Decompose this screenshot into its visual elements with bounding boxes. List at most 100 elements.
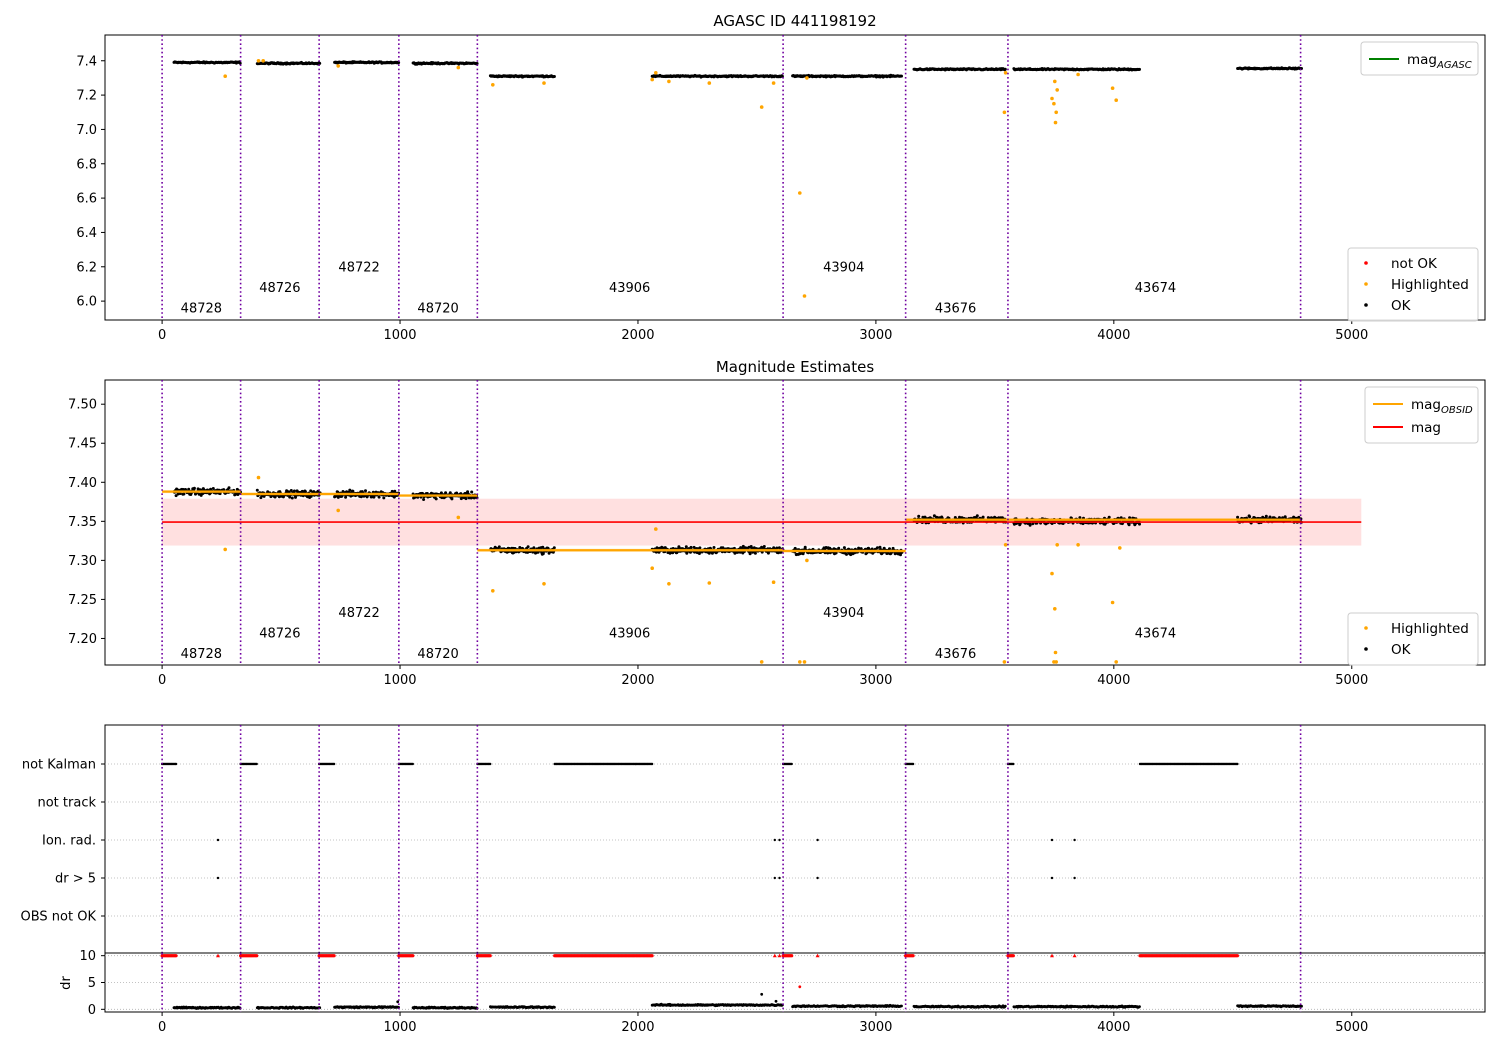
ok-point bbox=[775, 546, 779, 550]
flag-point bbox=[174, 762, 178, 766]
ok-point bbox=[470, 490, 474, 494]
highlighted-point bbox=[650, 77, 654, 82]
y-tick-label: 6.4 bbox=[76, 226, 97, 241]
highlighted-point bbox=[1003, 543, 1008, 547]
ok-point bbox=[712, 546, 716, 549]
highlighted-point bbox=[1050, 96, 1054, 101]
axes-frame bbox=[104, 724, 1486, 954]
highlighted-point bbox=[1053, 607, 1057, 611]
ok-point bbox=[439, 491, 443, 495]
flag-point bbox=[816, 838, 819, 842]
highlighted-point bbox=[491, 589, 495, 593]
ok-point bbox=[222, 488, 226, 492]
ok-point bbox=[677, 545, 681, 549]
dr-point bbox=[900, 1004, 903, 1008]
obsid-label: 48722 bbox=[338, 606, 379, 621]
highlighted-point bbox=[650, 566, 654, 570]
highlighted-point bbox=[654, 71, 658, 75]
category-label: OBS not OK bbox=[21, 910, 97, 925]
obsid-label: 43676 bbox=[935, 647, 976, 662]
ok-point bbox=[975, 514, 979, 518]
legend-label: not OK bbox=[1391, 256, 1438, 272]
flag-point bbox=[778, 838, 781, 842]
ok-point bbox=[518, 546, 522, 549]
ok-point bbox=[541, 552, 545, 556]
ok-point bbox=[552, 546, 556, 550]
ok-point bbox=[1078, 516, 1082, 520]
obsid-label: 48726 bbox=[259, 626, 300, 641]
legend-dot-swatch bbox=[1364, 626, 1368, 630]
highlighted-point bbox=[456, 515, 461, 520]
ok-point bbox=[900, 74, 903, 78]
ok-point bbox=[753, 551, 757, 555]
ok-point bbox=[372, 495, 376, 499]
legend-dot-swatch bbox=[1364, 303, 1368, 307]
dr-flagged-point bbox=[332, 954, 336, 958]
obsid-label: 48722 bbox=[338, 260, 379, 275]
flag-point bbox=[489, 762, 492, 766]
highlighted-point bbox=[1052, 101, 1056, 106]
legend-label: Highlighted bbox=[1391, 277, 1469, 293]
ok-point bbox=[1107, 515, 1111, 519]
legend-box bbox=[1364, 386, 1479, 444]
ok-point bbox=[981, 515, 985, 519]
highlighted-point bbox=[256, 475, 261, 480]
dr-flagged-point bbox=[488, 954, 492, 958]
x-tick-label: 1000 bbox=[383, 1020, 416, 1035]
ok-point bbox=[382, 496, 386, 500]
chart-title: Magnitude Estimates bbox=[716, 358, 874, 376]
highlighted-point bbox=[759, 660, 764, 664]
highlighted-point bbox=[1003, 71, 1008, 75]
legend-label-subscript: OBSID bbox=[1441, 405, 1473, 416]
highlighted-point bbox=[223, 74, 227, 78]
flag-point bbox=[216, 876, 220, 880]
ok-point bbox=[359, 495, 363, 499]
ok-point bbox=[255, 488, 259, 492]
ok-point bbox=[875, 546, 879, 550]
dr-flagged-point bbox=[790, 954, 794, 958]
highlighted-point bbox=[1050, 571, 1054, 576]
ok-point bbox=[1127, 523, 1131, 527]
flag-point bbox=[1073, 876, 1076, 880]
flag-point bbox=[1050, 876, 1054, 880]
ok-point bbox=[269, 495, 273, 499]
y-tick-label: 6.8 bbox=[76, 157, 97, 172]
highlighted-point bbox=[1076, 543, 1080, 547]
dr-point bbox=[1003, 1004, 1007, 1008]
y-tick-label: 7.45 bbox=[68, 437, 97, 452]
dr-outlier-point bbox=[760, 992, 764, 996]
y-tick-label: 7.50 bbox=[68, 398, 97, 413]
highlighted-point bbox=[798, 660, 802, 664]
ok-point bbox=[448, 491, 452, 495]
highlighted-point bbox=[223, 547, 227, 552]
ok-point bbox=[803, 545, 807, 549]
legend-label: mag bbox=[1411, 420, 1441, 436]
ok-point bbox=[689, 545, 693, 549]
highlighted-point bbox=[1053, 650, 1058, 655]
flag-point bbox=[650, 762, 654, 766]
obsid-label: 43906 bbox=[609, 281, 650, 296]
ok-point bbox=[526, 545, 530, 549]
highlighted-point bbox=[1055, 88, 1059, 92]
ok-point bbox=[777, 546, 781, 550]
legend-label: OK bbox=[1391, 642, 1412, 658]
highlighted-point bbox=[1055, 543, 1059, 547]
highlighted-point bbox=[256, 59, 261, 63]
highlighted-point bbox=[1114, 660, 1118, 664]
ok-point bbox=[238, 61, 242, 65]
highlighted-point bbox=[707, 81, 712, 85]
category-label: Ion. rad. bbox=[42, 834, 96, 849]
obsid-label: 48728 bbox=[181, 301, 222, 316]
ok-point bbox=[859, 547, 863, 551]
highlighted-point bbox=[542, 81, 546, 85]
x-tick-label: 0 bbox=[158, 328, 166, 343]
obsid-label: 48720 bbox=[417, 301, 458, 316]
ok-point bbox=[834, 551, 838, 555]
highlighted-point bbox=[1110, 600, 1115, 605]
highlighted-point bbox=[771, 81, 776, 85]
legend-label: OK bbox=[1391, 298, 1412, 314]
ok-point bbox=[211, 487, 215, 490]
flag-point bbox=[255, 762, 258, 766]
